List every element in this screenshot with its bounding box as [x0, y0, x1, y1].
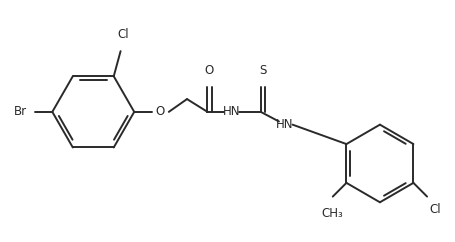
Text: O: O — [155, 105, 164, 118]
Text: Br: Br — [14, 105, 27, 118]
Text: Cl: Cl — [430, 204, 441, 216]
Text: S: S — [259, 64, 266, 77]
Text: Cl: Cl — [117, 28, 129, 41]
Text: CH₃: CH₃ — [321, 207, 343, 219]
Text: HN: HN — [222, 105, 240, 118]
Text: HN: HN — [276, 118, 293, 131]
Text: O: O — [205, 64, 214, 77]
